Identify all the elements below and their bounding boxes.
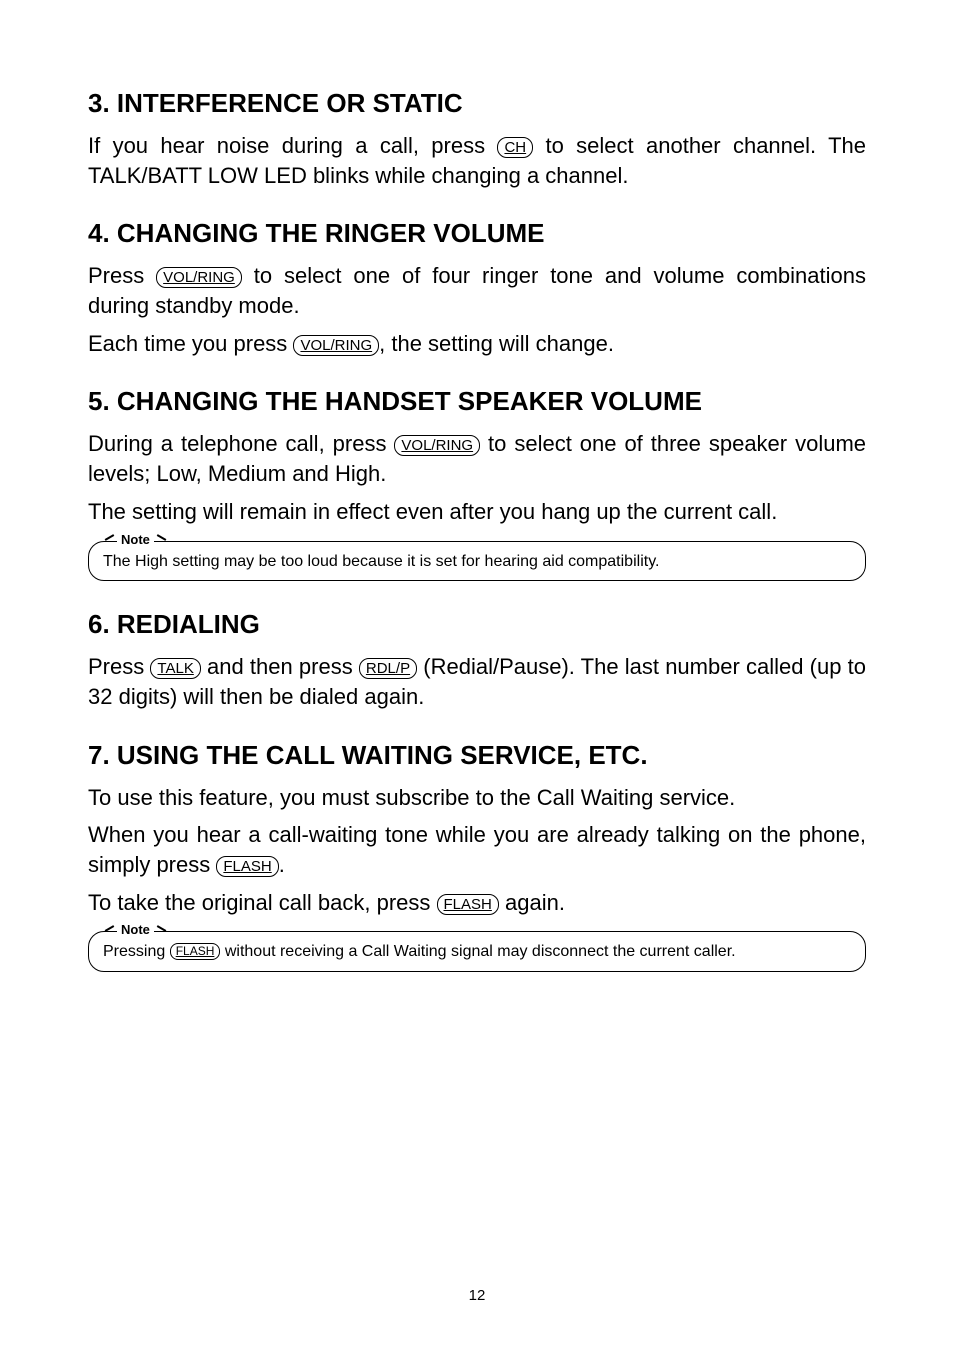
text: again. [499,890,565,915]
key-rdlp: RDL/P [359,658,417,679]
text: , the setting will change. [379,331,614,356]
note-label: Note [117,532,154,547]
note-text: The High setting may be too loud because… [103,552,851,573]
text: Press [88,654,150,679]
text: Pressing [103,943,170,960]
heading-ringer-volume: 4. CHANGING THE RINGER VOLUME [88,218,866,249]
key-flash: FLASH [437,894,499,915]
paragraph: Press TALK and then press RDL/P (Redial/… [88,652,866,711]
paragraph: During a telephone call, press VOL/RING … [88,429,866,488]
paragraph: If you hear noise during a call, press C… [88,131,866,190]
key-flash: FLASH [170,943,221,960]
key-vol-ring: VOL/RING [394,435,480,456]
text: When you hear a call-waiting tone while … [88,822,866,877]
note-text: Pressing FLASH without receiving a Call … [103,942,851,963]
key-vol-ring: VOL/RING [156,267,242,288]
heading-interference: 3. INTERFERENCE OR STATIC [88,88,866,119]
note-label: Note [117,922,154,937]
paragraph: To use this feature, you must subscribe … [88,783,866,813]
heading-speaker-volume: 5. CHANGING THE HANDSET SPEAKER VOLUME [88,386,866,417]
paragraph: To take the original call back, press FL… [88,888,866,918]
key-vol-ring: VOL/RING [293,335,379,356]
text: . [279,852,285,877]
note-box: Note The High setting may be too loud be… [88,541,866,582]
text: and then press [201,654,359,679]
text: To take the original call back, press [88,890,437,915]
note-box: Note Pressing FLASH without receiving a … [88,931,866,972]
text: without receiving a Call Waiting signal … [220,943,735,960]
heading-redialing: 6. REDIALING [88,609,866,640]
text: During a telephone call, press [88,431,394,456]
key-ch: CH [497,137,533,158]
paragraph: Press VOL/RING to select one of four rin… [88,261,866,320]
key-talk: TALK [150,658,200,679]
heading-call-waiting: 7. USING THE CALL WAITING SERVICE, ETC. [88,740,866,771]
paragraph: Each time you press VOL/RING, the settin… [88,329,866,359]
paragraph: When you hear a call-waiting tone while … [88,820,866,879]
text: Each time you press [88,331,293,356]
page-number: 12 [0,1287,954,1304]
key-flash: FLASH [216,856,278,877]
text: Press [88,263,156,288]
text: If you hear noise during a call, press [88,133,497,158]
paragraph: The setting will remain in effect even a… [88,497,866,527]
